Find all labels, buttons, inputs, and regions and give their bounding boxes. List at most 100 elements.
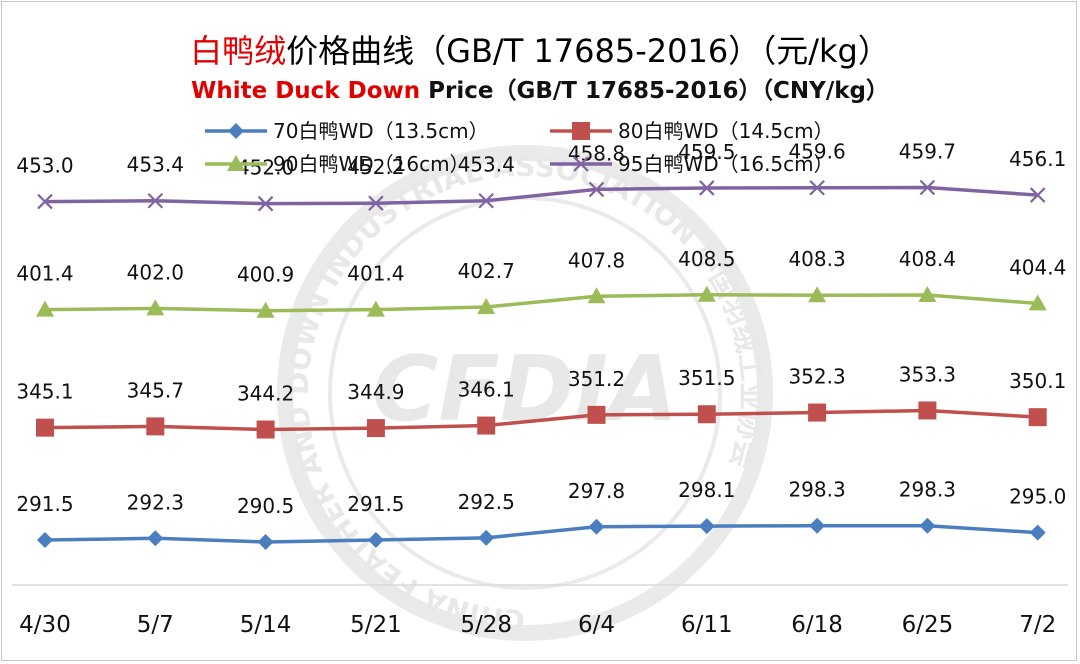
- data-label: 290.5: [237, 494, 294, 518]
- data-point: [697, 405, 716, 424]
- data-label: 345.7: [127, 378, 184, 402]
- data-label: 298.3: [899, 478, 956, 502]
- data-point: [368, 195, 384, 212]
- data-label: 401.4: [16, 262, 73, 286]
- chart-subtitle: White Duck Down Price（GB/T 17685-2016）（C…: [0, 71, 1080, 105]
- data-label: 453.0: [16, 154, 73, 178]
- data-label: 459.5: [678, 140, 735, 164]
- data-label: 408.3: [788, 247, 845, 271]
- data-point: [697, 285, 716, 302]
- data-label: 344.2: [237, 382, 294, 406]
- chart-title-rest: 价格曲线（GB/T 17685-2016）（元/kg）: [286, 32, 890, 70]
- chart-title: 白鸭绒价格曲线（GB/T 17685-2016）（元/kg）: [0, 26, 1080, 72]
- data-point: [572, 122, 590, 140]
- legend-item: 70白鸭WD（13.5cm）: [205, 119, 489, 143]
- data-label: 353.3: [899, 362, 956, 386]
- data-label: 350.1: [1009, 369, 1066, 393]
- series-line: [44, 293, 1038, 313]
- legend-item: 80白鸭WD（14.5cm）: [550, 119, 834, 143]
- series-line: [44, 185, 1038, 206]
- data-label: 291.5: [347, 492, 404, 516]
- data-label: 292.5: [458, 490, 515, 514]
- series-line: [44, 523, 1038, 544]
- x-tick-label: 5/14: [240, 612, 292, 638]
- data-point: [808, 403, 827, 422]
- data-point: [918, 286, 937, 303]
- data-label: 408.5: [678, 247, 735, 271]
- data-label: 401.4: [347, 262, 404, 286]
- data-point: [809, 179, 825, 196]
- x-tick-label: 7/2: [1019, 612, 1056, 638]
- legend-label: 95白鸭WD（16.5cm）: [618, 152, 834, 176]
- legend-label: 70白鸭WD（13.5cm）: [273, 119, 489, 143]
- x-tick-label: 6/18: [791, 612, 843, 638]
- legend-item: 95白鸭WD（16.5cm）: [550, 152, 834, 176]
- legend: 70白鸭WD（13.5cm） 80白鸭WD（14.5cm） 90白鸭WD（16cm）…: [205, 119, 834, 176]
- data-point: [588, 181, 605, 198]
- legend-item: 90白鸭WD（16cm）: [205, 152, 470, 176]
- data-label: 351.2: [568, 367, 625, 391]
- data-point: [256, 301, 275, 318]
- data-label: 404.4: [1009, 255, 1066, 279]
- data-point: [36, 418, 54, 437]
- data-label: 346.1: [458, 378, 515, 402]
- data-point: [147, 192, 164, 209]
- series-triangle: 401.4 402.0 400.9 401.4 402.7 407.8 408.5 408.3…: [16, 247, 1066, 318]
- data-point: [37, 531, 53, 548]
- data-label: 402.7: [458, 259, 515, 283]
- data-label: 459.6: [788, 140, 845, 164]
- seal-outer-ring: [277, 145, 773, 641]
- data-point: [37, 193, 53, 210]
- data-point: [587, 287, 606, 304]
- data-point: [146, 299, 165, 316]
- data-point: [478, 192, 494, 209]
- x-tick-label: 6/4: [578, 612, 615, 638]
- data-point: [366, 300, 385, 317]
- x-axis: 4/30 5/7 5/14 5/21 5/28 6/4 6/11 6/18 6/25 7/2: [12, 584, 1068, 638]
- data-label: 295.0: [1009, 485, 1066, 509]
- data-point: [1029, 187, 1046, 203]
- data-label: 400.9: [237, 263, 294, 287]
- data-point: [257, 534, 274, 551]
- plot-area: 291.5 292.3 290.5 291.5 292.5 297.8 298.1 298.3…: [16, 140, 1066, 551]
- data-label: 452.0: [237, 156, 294, 180]
- data-point: [36, 300, 54, 317]
- data-point: [588, 518, 605, 535]
- data-point: [573, 156, 589, 172]
- chart-subtitle-highlight: White Duck Down: [190, 78, 421, 104]
- data-point: [257, 195, 274, 212]
- data-point: [477, 416, 496, 435]
- data-label: 291.5: [16, 492, 73, 516]
- data-label: 452.2: [347, 155, 404, 179]
- data-label: 453.4: [458, 153, 515, 177]
- data-label: 297.8: [568, 479, 625, 503]
- legend-label: 80白鸭WD（14.5cm）: [618, 119, 834, 143]
- data-label: 453.4: [127, 153, 184, 177]
- x-tick-label: 5/21: [350, 612, 402, 638]
- data-label: 298.1: [678, 478, 735, 502]
- seal-logo-text: CFDIA: [372, 337, 677, 442]
- data-point: [808, 286, 827, 303]
- chart-title-highlight: 白鸭绒: [190, 32, 287, 70]
- data-point: [587, 405, 606, 424]
- data-point: [147, 530, 164, 547]
- data-point: [1028, 408, 1047, 427]
- data-point: [366, 419, 385, 438]
- data-label: 402.0: [127, 260, 184, 284]
- data-label: 407.8: [568, 248, 625, 272]
- data-point: [918, 401, 937, 420]
- data-point: [146, 417, 165, 436]
- data-label: 352.3: [788, 365, 845, 389]
- legend-label: 90白鸭WD（16cm）: [273, 152, 470, 176]
- series-square: 345.1 345.7 344.2 344.9 346.1 351.2 351.5 352.3…: [16, 362, 1066, 439]
- series-diamond: 291.5 292.3 290.5 291.5 292.5 297.8 298.1 298.3…: [16, 478, 1066, 551]
- data-label: 344.9: [347, 380, 404, 404]
- data-label: 458.8: [568, 141, 625, 165]
- x-tick-label: 4/30: [19, 612, 71, 638]
- chart-subtitle-rest: Price（GB/T 17685-2016）（CNY/kg）: [420, 78, 889, 104]
- series-cross: 453.0 453.4 452.0 452.2 453.4 458.8 459.5 459.6…: [16, 140, 1066, 212]
- data-label: 459.7: [899, 140, 956, 164]
- data-point: [919, 179, 936, 196]
